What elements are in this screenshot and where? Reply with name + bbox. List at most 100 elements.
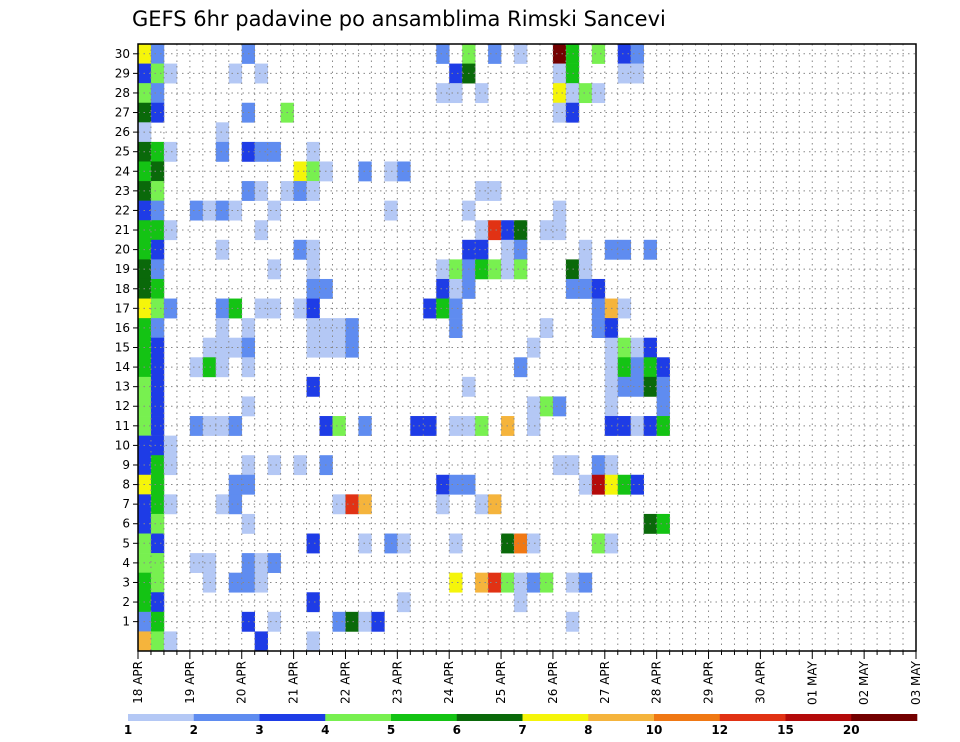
heatmap-cell (163, 631, 178, 652)
legend-swatch (259, 714, 326, 721)
heatmap-cell (150, 416, 165, 436)
heatmap-cell (617, 376, 632, 397)
x-tick-label: 02 MAY (857, 660, 871, 705)
heatmap-cell (306, 592, 320, 613)
heatmap-cell (306, 318, 320, 339)
heatmap-cell (267, 611, 281, 632)
x-tick-label: 26 APR (546, 661, 560, 704)
heatmap-cell (527, 416, 541, 436)
heatmap-cell (215, 239, 230, 260)
y-tick-label: 4 (122, 556, 130, 570)
heatmap-cell (475, 572, 489, 593)
heatmap-cell (254, 631, 268, 652)
chart-title: GEFS 6hr padavine po ansamblima Rimski S… (132, 7, 666, 31)
heatmap-cell (150, 396, 165, 417)
heatmap-cell (254, 63, 268, 84)
heatmap-cell (306, 298, 320, 319)
heatmap-cell (358, 416, 372, 436)
y-tick-label: 8 (122, 478, 130, 492)
heatmap-cell (163, 220, 178, 241)
y-tick-label: 3 (122, 575, 130, 589)
heatmap-cell (228, 337, 243, 358)
heatmap-cell (410, 416, 424, 436)
heatmap-cell (475, 83, 489, 104)
heatmap-cell (150, 239, 165, 260)
heatmap-cell (397, 533, 411, 554)
heatmap-cell (591, 533, 606, 554)
heatmap-cell (189, 200, 204, 221)
heatmap-cell (306, 259, 320, 280)
y-tick-label: 5 (122, 536, 130, 550)
heatmap-cell (163, 63, 178, 84)
y-tick-label: 26 (115, 125, 130, 139)
color-legend: 1 2 3 4 5 6 7 8 10 12 15 20 (124, 714, 918, 737)
heatmap-cell (150, 141, 165, 162)
heatmap-cell (591, 278, 606, 299)
heatmap-cell (189, 553, 204, 573)
heatmap-cell (150, 611, 165, 632)
y-tick-label: 16 (115, 321, 130, 335)
heatmap-cell (150, 553, 165, 573)
heatmap-cell (488, 572, 502, 593)
legend-label: 5 (387, 723, 395, 737)
heatmap-cell (150, 161, 165, 182)
heatmap-cell (436, 298, 450, 319)
legend-label: 1 (124, 723, 132, 737)
heatmap-cell (150, 474, 165, 495)
y-tick-label: 20 (115, 243, 130, 257)
legend-label: 10 (646, 723, 663, 737)
y-tick-label: 13 (115, 380, 130, 394)
legend-label: 15 (777, 723, 794, 737)
heatmap-cell (617, 416, 632, 436)
heatmap-cell (150, 631, 165, 652)
heatmap-cell (306, 181, 320, 201)
y-tick-label: 24 (115, 164, 130, 178)
heatmap-cell (475, 494, 489, 515)
heatmap-cell (539, 318, 554, 339)
legend-label: 7 (518, 723, 526, 737)
y-tick-label: 27 (115, 106, 130, 120)
heatmap-cell (228, 494, 243, 515)
heatmap-cell (630, 337, 644, 358)
heatmap-cell (475, 220, 489, 241)
x-tick-label: 25 APR (494, 661, 508, 704)
heatmap-cell (552, 455, 567, 476)
heatmap-cell (552, 63, 567, 84)
heatmap-cell (578, 259, 593, 280)
x-tick-label: 28 APR (650, 661, 664, 704)
legend-swatch (785, 714, 852, 721)
heatmap-cell (228, 416, 243, 436)
heatmap-cell (202, 357, 217, 378)
y-tick-label: 25 (115, 145, 130, 159)
heatmap-cell (150, 278, 165, 299)
x-axis: 18 APR 19 APR 20 APR 21 APR 22 APR 23 APR 24 A… (131, 651, 923, 705)
heatmap-cell (449, 63, 463, 84)
y-tick-label: 14 (115, 360, 130, 374)
heatmap-cell (397, 592, 411, 613)
legend-label: 6 (453, 723, 461, 737)
heatmap-cell (630, 474, 644, 495)
heatmap-cell (267, 455, 281, 476)
heatmap-cell (591, 318, 606, 339)
heatmap-cell (539, 572, 554, 593)
heatmap-cell (656, 513, 670, 534)
heatmap-cell (656, 416, 670, 436)
heatmap-cell (267, 259, 281, 280)
heatmap-cell (228, 298, 243, 319)
heatmap-cell (189, 357, 204, 378)
heatmap-cell (617, 63, 632, 84)
heatmap-cell (358, 161, 372, 182)
heatmap-cell (552, 220, 567, 241)
heatmap-cell (163, 141, 178, 162)
heatmap-cell (202, 200, 217, 221)
heatmap-cell (488, 44, 502, 64)
heatmap-cell (267, 200, 281, 221)
heatmap-cell (358, 611, 372, 632)
heatmap-cell (539, 220, 554, 241)
y-axis: 1234567891011121314151617181920212223242… (115, 47, 138, 629)
heatmap-cell (449, 474, 463, 495)
heatmap-cell (591, 44, 606, 64)
heatmap-cell (254, 220, 268, 241)
heatmap-cell (630, 376, 644, 397)
heatmap-cell (306, 376, 320, 397)
